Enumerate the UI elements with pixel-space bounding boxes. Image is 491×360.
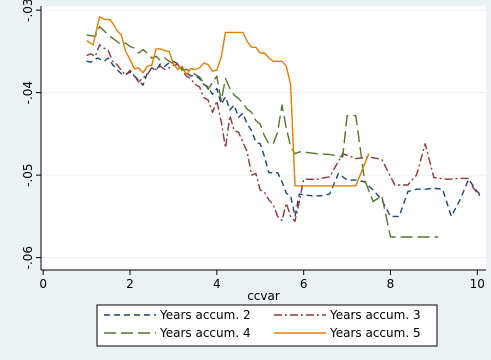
series-lines [86, 16, 483, 238]
legend: Years accum. 2 Years accum. 3 Years accum.… [96, 304, 438, 347]
x-tick-label: 2 [126, 277, 134, 291]
x-tick-label: 0 [39, 277, 47, 291]
plot-area [41, 6, 486, 270]
legend-label-2: Years accum. 3 [329, 308, 421, 322]
legend-label-1: Years accum. 2 [159, 308, 251, 322]
x-axis-title: ccvar [247, 289, 280, 303]
y-tick-label: -.06 [21, 246, 35, 269]
grid-lines [41, 9, 486, 259]
y-tick-label: -.04 [21, 81, 35, 104]
x-tick-label: 6 [300, 277, 308, 291]
legend-label-4: Years accum. 5 [329, 326, 421, 340]
y-tick-label: -.05 [21, 163, 35, 186]
x-tick-label: 4 [213, 277, 221, 291]
y-tick-label: -.03 [21, 0, 35, 22]
axes: -.03 -.04 -.05 -.06 0 2 4 6 8 10 ccvar [21, 0, 486, 303]
series-line-3 [86, 25, 439, 238]
legend-label-3: Years accum. 4 [159, 326, 251, 340]
x-tick-label: 8 [387, 277, 395, 291]
series-line-4 [86, 16, 370, 187]
legend-box [96, 304, 438, 347]
series-line-1 [86, 57, 483, 218]
x-tick-label: 10 [470, 277, 485, 291]
